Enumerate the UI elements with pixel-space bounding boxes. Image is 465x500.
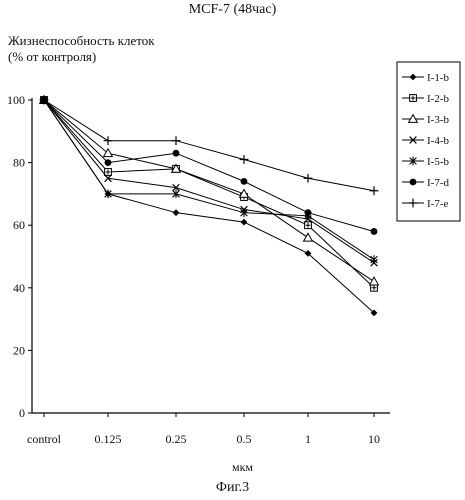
legend-label: I-7-d	[427, 177, 449, 189]
data-point-I-1-b	[172, 209, 180, 217]
data-point-I-3-b	[368, 276, 380, 286]
data-point-I-1-b	[304, 249, 312, 257]
data-point-I-3-b	[238, 188, 250, 198]
data-point-I-4-b	[104, 174, 112, 183]
legend-label: I-1-b	[427, 72, 449, 84]
legend-label: I-3-b	[427, 114, 449, 126]
data-point-I-1-b	[370, 309, 378, 317]
data-point-I-7-e	[103, 136, 113, 146]
y-axis-label-line1: Жизнеспособность клеток	[8, 33, 155, 48]
y-tick-label: 60	[13, 218, 25, 232]
x-tick-label: 1	[305, 432, 311, 446]
data-point-I-5-b	[104, 189, 112, 199]
legend-label: I-5-b	[427, 156, 449, 168]
data-point-I-7-e	[369, 186, 379, 196]
chart-title: MCF-7 (48час)	[188, 2, 277, 17]
series-line-I-3-b	[43, 99, 375, 282]
x-tick-label: control	[27, 432, 62, 446]
data-point-I-3-b	[170, 163, 182, 173]
legend-label: I-4-b	[427, 135, 449, 147]
legend-label: I-7-e	[427, 198, 448, 210]
data-point-I-7-e	[239, 155, 249, 164]
data-point-I-7-d	[172, 149, 180, 157]
y-tick-label: 80	[13, 156, 25, 170]
x-tick-label: 10	[368, 432, 380, 446]
data-point-I-7-e	[171, 136, 181, 146]
y-tick-label: 40	[13, 281, 25, 295]
legend-marker	[409, 178, 417, 186]
data-point-I-5-b	[370, 255, 378, 265]
data-point-I-3-b	[302, 232, 314, 242]
legend-marker	[409, 136, 417, 144]
data-point-I-7-e	[39, 95, 49, 105]
legend-marker	[409, 156, 417, 166]
data-point-I-4-b	[172, 183, 180, 192]
legend-marker	[407, 113, 419, 123]
data-point-I-5-b	[240, 208, 248, 218]
x-tick-label: 0.25	[166, 432, 187, 446]
series-line-I-5-b	[43, 99, 375, 261]
legend-box	[396, 61, 461, 222]
y-tick-label: 100	[7, 93, 25, 107]
data-point-I-3-b	[102, 147, 114, 158]
legend-label: I-2-b	[427, 93, 449, 105]
series-line-I-7-d	[43, 99, 375, 232]
figure-caption: Фиг.3	[215, 480, 250, 495]
y-tick-label: 20	[13, 343, 25, 357]
x-tick-label: 0.5	[237, 432, 252, 446]
data-point-I-7-d	[104, 159, 112, 167]
data-point-I-2-b	[104, 168, 112, 176]
data-point-I-7-d	[240, 177, 248, 185]
x-tick-label: 0.125	[95, 432, 122, 446]
data-point-I-1-b	[240, 218, 248, 226]
y-tick-label: 0	[19, 406, 25, 420]
legend-marker	[408, 198, 418, 208]
legend-marker	[409, 73, 417, 81]
y-axis-label-line2: (% от контроля)	[8, 49, 97, 64]
data-point-I-7-d	[304, 209, 312, 217]
series-line-I-4-b	[43, 99, 375, 264]
data-point-I-2-b	[304, 221, 312, 230]
series-line-I-7-e	[43, 99, 375, 192]
data-point-I-7-e	[303, 173, 313, 183]
x-axis-label: мкм	[231, 460, 254, 474]
data-point-I-7-d	[370, 228, 378, 235]
data-point-I-5-b	[172, 189, 180, 199]
legend-marker	[409, 94, 417, 102]
series-line-I-2-b	[43, 99, 375, 289]
